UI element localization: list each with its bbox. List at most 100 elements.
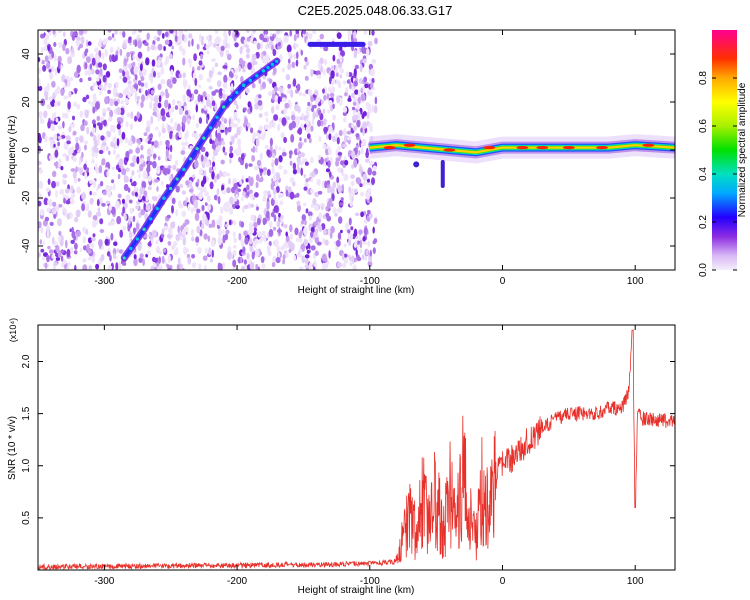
noise-blob: [245, 87, 250, 94]
noise-blob: [251, 251, 255, 260]
noise-blob: [359, 249, 363, 254]
noise-blob: [62, 121, 65, 129]
noise-blob: [253, 241, 257, 249]
noise-blob: [135, 98, 138, 103]
spectrogram-heatmap: [38, 30, 675, 270]
noise-blob: [156, 59, 161, 68]
noise-blob: [82, 226, 87, 233]
x-tick-label: 100: [627, 576, 644, 587]
noise-blob: [109, 254, 112, 262]
noise-blob: [151, 229, 157, 238]
noise-blob: [53, 42, 57, 47]
noise-blob: [232, 244, 237, 249]
noise-blob: [247, 122, 250, 128]
noise-blob: [288, 101, 292, 109]
noise-blob: [310, 69, 314, 77]
noise-blob: [84, 50, 88, 57]
noise-blob: [226, 43, 231, 49]
noise-blob: [322, 108, 326, 114]
snr-panel: -300 -200 -100 0 100 0.5 1.0 1.5 2.0 (x10⁴) Hei…: [7, 318, 676, 596]
noise-blob: [53, 112, 57, 118]
noise-blob: [255, 174, 260, 182]
noise-blob: [181, 33, 185, 41]
carrier-hotspot: [483, 146, 496, 150]
noise-blob: [213, 194, 218, 201]
y-tick-label: -40: [21, 238, 32, 253]
noise-blob: [374, 37, 378, 45]
noise-blob: [98, 149, 104, 155]
noise-blob: [325, 134, 329, 140]
noise-blob: [177, 257, 181, 266]
noise-blob: [209, 181, 214, 190]
noise-blob: [127, 187, 131, 193]
carrier-hotspot: [443, 148, 456, 152]
noise-blob: [58, 41, 63, 49]
noise-blob: [40, 248, 45, 253]
noise-blob: [320, 99, 324, 105]
noise-blob: [208, 223, 213, 229]
noise-blob: [280, 93, 284, 98]
noise-blob: [288, 248, 292, 253]
noise-blob: [367, 240, 371, 247]
noise-blob: [273, 86, 278, 92]
noise-blob: [317, 62, 322, 69]
noise-blob: [167, 241, 172, 246]
noise-blob: [187, 203, 191, 212]
noise-blob: [72, 170, 77, 179]
noise-blob: [44, 216, 50, 222]
noise-blob: [273, 205, 279, 213]
noise-blob: [210, 239, 216, 247]
noise-blob: [369, 77, 372, 83]
noise-blob: [134, 115, 138, 122]
noise-blob: [107, 190, 112, 198]
noise-blob: [127, 91, 132, 99]
noise-blob: [260, 41, 263, 50]
noise-blob: [169, 176, 173, 183]
noise-blob: [75, 39, 81, 47]
noise-blob: [227, 245, 232, 254]
noise-blob: [367, 88, 370, 96]
noise-blob: [322, 143, 327, 150]
noise-blob: [143, 132, 148, 137]
noise-blob: [322, 238, 326, 244]
noise-blob: [372, 170, 377, 176]
noise-blob: [222, 146, 226, 153]
noise-blob: [205, 151, 209, 158]
noise-blob: [227, 251, 232, 260]
noise-blob: [231, 203, 236, 209]
noise-blob: [317, 221, 321, 229]
y-tick-label: 0: [21, 147, 32, 153]
noise-blob: [187, 256, 192, 265]
noise-blob: [263, 194, 267, 201]
noise-blob: [56, 85, 61, 95]
noise-blob: [316, 178, 321, 186]
noise-blob: [363, 30, 368, 35]
noise-blob: [260, 236, 265, 241]
noise-blob: [150, 76, 153, 84]
noise-blob: [174, 105, 179, 110]
noise-blob: [288, 150, 293, 155]
noise-blob: [328, 125, 333, 134]
noise-blob: [125, 121, 129, 128]
noise-blob: [235, 194, 239, 199]
noise-blob: [146, 155, 151, 162]
ridge-hotspot: [222, 105, 226, 109]
noise-blob: [368, 213, 373, 219]
noise-blob: [123, 88, 128, 96]
noise-blob: [53, 213, 57, 219]
colorbar-gradient: [712, 30, 737, 270]
noise-blob: [298, 249, 303, 254]
noise-blob: [208, 247, 212, 256]
noise-blob: [371, 104, 375, 113]
noise-blob: [353, 80, 358, 87]
noise-blob: [348, 238, 352, 246]
noise-blob: [115, 200, 120, 210]
noise-blob: [324, 239, 329, 246]
noise-blob: [46, 62, 50, 69]
noise-blob: [257, 129, 262, 134]
noise-blob: [271, 262, 276, 268]
noise-blob: [341, 172, 345, 177]
noise-blob: [273, 195, 277, 201]
noise-blob: [227, 76, 232, 81]
noise-blob: [99, 38, 102, 45]
